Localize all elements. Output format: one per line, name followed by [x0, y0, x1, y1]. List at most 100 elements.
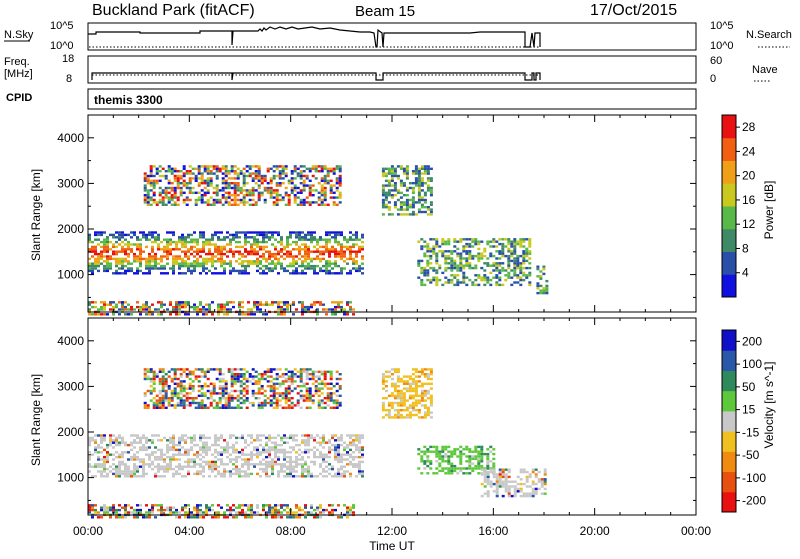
heatmap-cell [304, 308, 307, 310]
heatmap-cell [441, 470, 444, 472]
heatmap-cell [519, 269, 522, 271]
heatmap-cell [235, 456, 238, 458]
heatmap-cell [526, 481, 529, 483]
heatmap-cell [328, 473, 331, 475]
heatmap-cell [121, 248, 124, 250]
heatmap-cell [184, 301, 187, 303]
heatmap-cell [124, 234, 127, 236]
heatmap-cell [178, 267, 181, 269]
heatmap-cell [211, 301, 214, 303]
heatmap-cell [184, 306, 187, 308]
heatmap-cell [339, 385, 342, 387]
heatmap-cell [298, 463, 301, 465]
heatmap-cell [133, 442, 136, 444]
heatmap-cell [471, 470, 474, 472]
heatmap-cell [139, 258, 142, 260]
heatmap-cell [412, 211, 415, 213]
heatmap-cell [406, 383, 409, 385]
heatmap-cell [412, 407, 415, 409]
heatmap-cell [268, 239, 271, 241]
heatmap-cell [175, 246, 178, 248]
heatmap-cell [334, 444, 337, 446]
heatmap-cell [334, 248, 337, 250]
heatmap-cell [115, 251, 118, 253]
heatmap-cell [165, 383, 168, 385]
heatmap-cell [150, 399, 153, 401]
heatmap-cell [328, 234, 331, 236]
heatmap-cell [187, 236, 190, 238]
heatmap-cell [193, 466, 196, 468]
heatmap-cell [106, 468, 109, 470]
heatmap-cell [280, 243, 283, 245]
heatmap-cell [231, 368, 234, 370]
heatmap-cell [189, 385, 192, 387]
heatmap-cell [352, 267, 355, 269]
heatmap-cell [340, 267, 343, 269]
heatmap-cell [163, 255, 166, 257]
heatmap-cell [219, 371, 222, 373]
heatmap-cell [331, 231, 334, 233]
heatmap-cell [319, 442, 322, 444]
heatmap-cell [222, 385, 225, 387]
heatmap-cell [309, 170, 312, 172]
heatmap-cell [325, 456, 328, 458]
heatmap-cell [477, 277, 480, 279]
heatmap-cell [208, 248, 211, 250]
heatmap-cell [154, 516, 157, 518]
heatmap-cell [229, 234, 232, 236]
heatmap-cell [103, 461, 106, 463]
heatmap-cell [133, 470, 136, 472]
heatmap-cell [270, 168, 273, 170]
heatmap-cell [252, 199, 255, 201]
heatmap-cell [106, 454, 109, 456]
heatmap-cell [420, 455, 423, 457]
colorbar-tick-label: 4 [742, 266, 749, 280]
heatmap-cell [187, 516, 190, 518]
heatmap-cell [276, 373, 279, 375]
heatmap-cell [250, 246, 253, 248]
heatmap-cell [181, 507, 184, 509]
heatmap-cell [340, 306, 343, 308]
heatmap-cell [208, 446, 211, 448]
heatmap-cell [307, 231, 310, 233]
heatmap-cell [139, 313, 142, 315]
heatmap-cell [153, 165, 156, 167]
heatmap-cell [237, 175, 240, 177]
heatmap-cell [258, 175, 261, 177]
heatmap-cell [536, 287, 539, 289]
heatmap-cell [424, 399, 427, 401]
heatmap-cell [271, 243, 274, 245]
heatmap-cell [112, 504, 115, 506]
heatmap-cell [403, 182, 406, 184]
heatmap-cell [394, 390, 397, 392]
heatmap-cell [481, 483, 484, 485]
heatmap-cell [409, 411, 412, 413]
heatmap-cell [166, 248, 169, 250]
heatmap-cell [148, 265, 151, 267]
heatmap-cell [97, 239, 100, 241]
heatmap-cell [142, 251, 145, 253]
heatmap-cell [526, 476, 529, 478]
heatmap-cell [255, 375, 258, 377]
heatmap-cell [247, 458, 250, 460]
heatmap-cell [198, 368, 201, 370]
heatmap-cell [223, 304, 226, 306]
heatmap-cell [418, 194, 421, 196]
heatmap-cell [181, 304, 184, 306]
heatmap-cell [121, 267, 124, 269]
heatmap-cell [235, 458, 238, 460]
heatmap-cell [118, 437, 121, 439]
heatmap-cell [244, 458, 247, 460]
heatmap-cell [415, 402, 418, 404]
heatmap-cell [430, 201, 433, 203]
heatmap-cell [121, 241, 124, 243]
heatmap-cell [339, 177, 342, 179]
heatmap-cell [148, 511, 151, 513]
heatmap-cell [291, 397, 294, 399]
heatmap-cell [139, 239, 142, 241]
heatmap-cell [271, 442, 274, 444]
heatmap-cell [508, 471, 511, 473]
heatmap-cell [234, 192, 237, 194]
heatmap-cell [441, 272, 444, 274]
